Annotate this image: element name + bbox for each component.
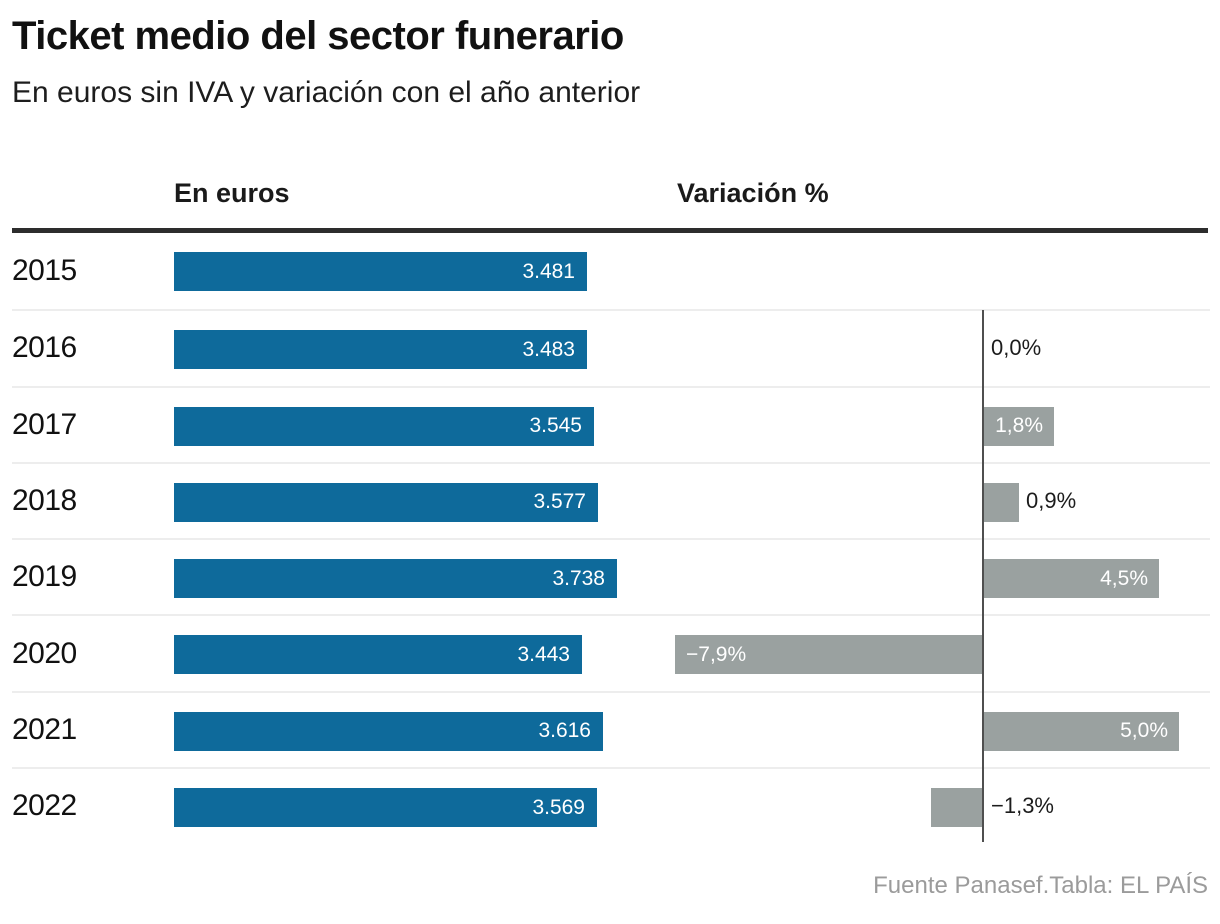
euro-value-label: 3.443 bbox=[517, 642, 570, 666]
variation-bar: −7,9% bbox=[675, 635, 982, 675]
year-label: 2018 bbox=[12, 484, 77, 518]
variation-value-label: 1,8% bbox=[995, 414, 1043, 438]
euro-value-label: 3.483 bbox=[522, 337, 575, 361]
year-label: 2017 bbox=[12, 407, 77, 441]
year-label: 2019 bbox=[12, 560, 77, 594]
chart-rows: 2015 3.481 2016 3.483 0,0% 2017 3.545 1,8% 2018 3… bbox=[12, 233, 1210, 843]
table-row: 2015 3.481 bbox=[12, 233, 1210, 309]
variation-value-label: −1,3% bbox=[991, 793, 1054, 819]
column-header-euros: En euros bbox=[174, 178, 290, 208]
euro-value-label: 3.481 bbox=[522, 259, 575, 283]
year-label: 2022 bbox=[12, 789, 77, 823]
variation-value-label: 0,9% bbox=[1026, 488, 1077, 514]
table-row: 2019 3.738 4,5% bbox=[12, 538, 1210, 614]
year-label: 2020 bbox=[12, 636, 77, 670]
table-row: 2016 3.483 0,0% bbox=[12, 309, 1210, 385]
variation-bar: 1,8% bbox=[984, 406, 1054, 446]
variation-zero-axis-line bbox=[982, 310, 984, 842]
euro-bar: 3.569 bbox=[174, 788, 597, 828]
euro-bar: 3.577 bbox=[174, 482, 598, 522]
variation-value-label: 0,0% bbox=[991, 335, 1042, 361]
euro-value-label: 3.616 bbox=[538, 719, 591, 743]
year-label: 2021 bbox=[12, 712, 77, 746]
euro-bar: 3.443 bbox=[174, 635, 582, 675]
table-row: 2021 3.616 5,0% bbox=[12, 690, 1210, 767]
variation-bar: 4,5% bbox=[984, 559, 1159, 599]
euro-bar: 3.545 bbox=[174, 406, 594, 446]
year-label: 2016 bbox=[12, 331, 77, 365]
variation-bar bbox=[931, 788, 982, 828]
variation-value-label: −7,9% bbox=[686, 642, 747, 666]
table-row: 2017 3.545 1,8% bbox=[12, 385, 1210, 462]
variation-bar: 5,0% bbox=[984, 711, 1179, 751]
table-row: 2022 3.569 −1,3% bbox=[12, 767, 1210, 843]
euro-bar: 3.483 bbox=[174, 330, 587, 370]
euro-value-label: 3.569 bbox=[532, 795, 585, 819]
variation-value-label: 5,0% bbox=[1120, 719, 1168, 743]
page-title: Ticket medio del sector funerario bbox=[12, 14, 624, 58]
variation-value-label: 4,5% bbox=[1100, 566, 1148, 590]
euro-value-label: 3.545 bbox=[529, 414, 582, 438]
column-header-variation: Variación % bbox=[677, 178, 829, 208]
source-credit: Fuente Panasef.Tabla: EL PAÍS bbox=[873, 872, 1208, 899]
euro-bar: 3.738 bbox=[174, 559, 617, 599]
euro-value-label: 3.738 bbox=[552, 566, 605, 590]
header-rule bbox=[12, 228, 1208, 233]
table-row: 2020 3.443 −7,9% bbox=[12, 614, 1210, 690]
table-row: 2018 3.577 0,9% bbox=[12, 461, 1210, 538]
euro-value-label: 3.577 bbox=[533, 490, 586, 514]
euro-bar: 3.616 bbox=[174, 711, 603, 751]
variation-bar bbox=[984, 482, 1019, 522]
euro-bar: 3.481 bbox=[174, 252, 587, 291]
year-label: 2015 bbox=[12, 254, 77, 288]
page-subtitle: En euros sin IVA y variación con el año … bbox=[12, 76, 641, 109]
